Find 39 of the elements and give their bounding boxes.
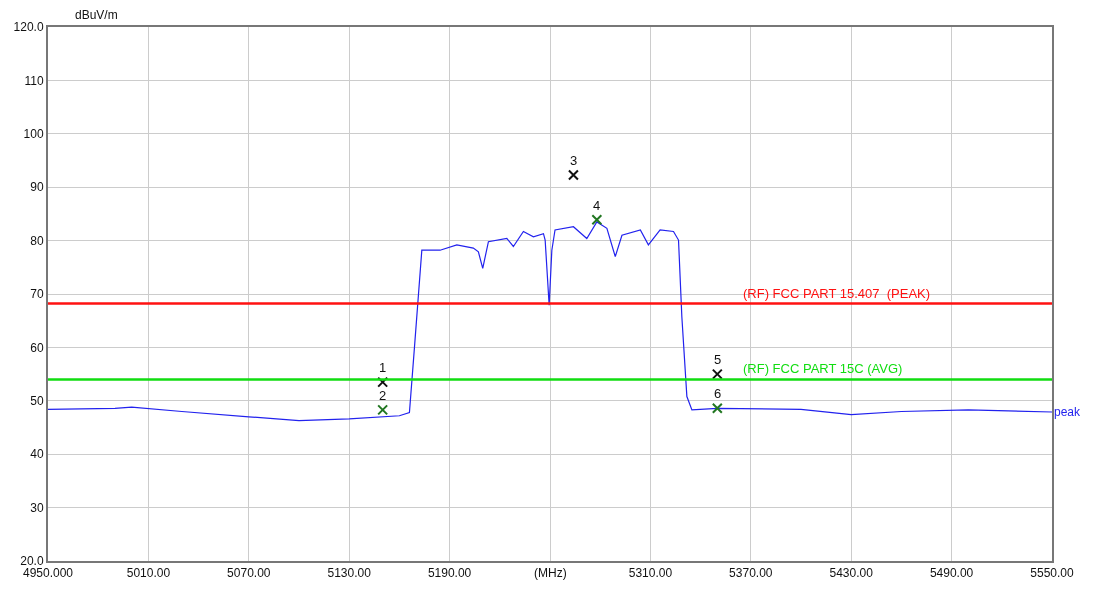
y-tick-label: 110 [24,73,44,88]
y-axis-title: dBuV/m [75,8,118,22]
point [377,404,389,416]
point [377,376,389,388]
annotation: 4 [593,198,601,213]
line-series [48,221,1052,422]
annotation: 3 [570,153,578,168]
point [567,169,579,181]
x-tick-label: 5370.00 [729,566,773,581]
point [591,214,603,226]
y-tick-label: 120.0 [13,20,44,35]
x-tick-label: 5490.00 [929,566,974,581]
annotation: 5 [714,352,722,367]
y-tick-label: 40 [30,447,44,462]
y-tick-label: 80 [30,233,44,248]
y-tick-label: 100 [23,127,44,141]
x-tick-label: 5310.00 [628,566,673,581]
annotation: 2 [379,388,387,403]
annotation: 6 [714,386,722,401]
x-tick-label: 5070.00 [227,566,271,581]
ref-line-label: (RF) FCC PART 15C (AVG) [743,361,903,376]
x-tick-label: 5010.00 [126,566,171,581]
y-tick-label: 70 [30,287,44,302]
y-tick-label: 50 [30,394,44,408]
y-tick-label: 90 [30,180,44,195]
y-tick-label: 20.0 [20,554,44,569]
x-tick-label: 5430.00 [829,566,874,581]
y-tick-label: 30 [30,500,44,515]
annotation: 1 [379,360,387,375]
point [711,402,723,414]
point [711,368,723,380]
series-label: peak [1054,405,1082,419]
x-tick-label: 4950.000 [22,566,74,581]
x-axis-title: (MHz) [534,566,567,580]
ref-line-label: (RF) FCC PART 15.407 (PEAK) [743,286,931,301]
y-tick-label: 60 [30,340,44,355]
x-tick-label: 5190.00 [427,566,472,581]
x-tick-label: 5130.00 [327,566,372,581]
x-tick-label: 5550.00 [1030,566,1075,581]
